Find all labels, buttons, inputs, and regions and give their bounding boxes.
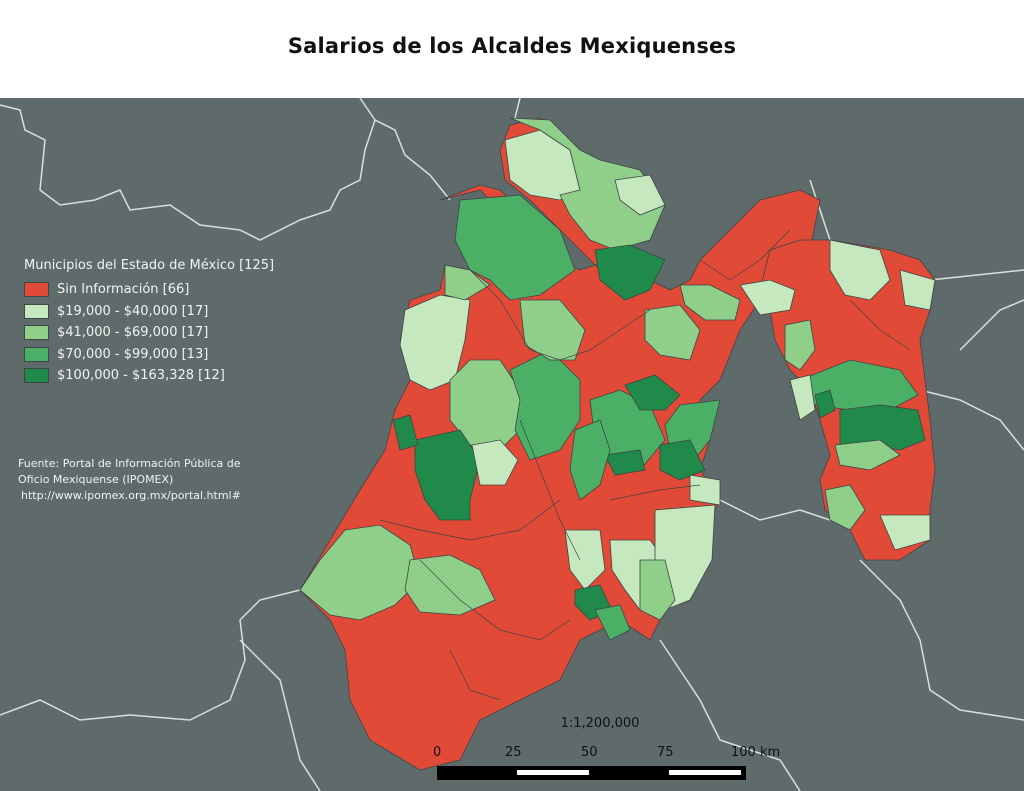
region-southeast-light xyxy=(689,474,721,506)
state-border-north-west xyxy=(0,104,451,241)
division-line-a xyxy=(469,269,651,361)
region-southwest-dark xyxy=(414,429,481,521)
legend-item-100k-163k: $100,000 - $163,328 [12] xyxy=(24,365,274,387)
division-line-b xyxy=(519,419,581,561)
division-line-e xyxy=(609,484,701,501)
scale-ratio: 1:1,200,000 xyxy=(560,716,640,731)
source-line-1: Fuente: Portal de Información Pública de xyxy=(18,457,241,470)
scale-bar-segment xyxy=(517,770,589,775)
region-center-east-dark xyxy=(624,374,681,411)
legend-item-no-info: Sin Información [66] xyxy=(24,279,274,301)
region-west-medium xyxy=(444,264,491,301)
legend: Municipios del Estado de México [125] Si… xyxy=(24,258,274,387)
source-note: Fuente: Portal de Información Pública de… xyxy=(18,456,241,504)
map-canvas xyxy=(0,98,1024,791)
map-frame: Municipios del Estado de México [125] Si… xyxy=(0,98,1024,791)
legend-swatch xyxy=(24,282,49,298)
region-northeast-light xyxy=(614,174,666,216)
state-border-right-edge xyxy=(959,299,1024,351)
division-line-d xyxy=(379,499,561,541)
state-border-south xyxy=(239,639,801,791)
region-east-lobe-light-e xyxy=(879,514,931,551)
source-line-2: Oficio Mexiquense (IPOMEX) xyxy=(18,473,174,486)
scale-label-25: 25 xyxy=(505,745,522,760)
legend-swatch xyxy=(24,368,49,384)
legend-label: $19,000 - $40,000 [17] xyxy=(57,303,209,319)
division-line-c xyxy=(419,559,571,641)
region-east-dark xyxy=(659,439,706,481)
region-south-center-green xyxy=(594,604,631,641)
legend-label: $70,000 - $99,000 [13] xyxy=(57,346,209,362)
region-southwest-medium-b xyxy=(404,554,496,616)
municipal-divisions xyxy=(379,229,911,701)
region-south-dark-a xyxy=(604,449,646,476)
scale-label-50: 50 xyxy=(581,745,598,760)
legend-label: $41,000 - $69,000 [17] xyxy=(57,325,209,341)
scale-label-0: 0 xyxy=(433,745,442,760)
map-title: Salarios de los Alcaldes Mexiquenses xyxy=(287,34,737,58)
region-west-dark-small xyxy=(392,414,419,451)
region-center-east-medium xyxy=(644,304,701,361)
region-east-lobe-medium-a xyxy=(784,319,816,371)
state-border-north xyxy=(359,98,521,121)
scale-label-100km: 100 km xyxy=(731,745,781,760)
region-north-green xyxy=(454,194,576,301)
region-center-light xyxy=(519,299,586,361)
legend-item-70k-99k: $70,000 - $99,000 [13] xyxy=(24,344,274,366)
legend-label: $100,000 - $163,328 [12] xyxy=(57,368,225,384)
scale-label-75: 75 xyxy=(657,745,674,760)
region-center-light-b xyxy=(471,439,519,486)
region-east-lobe-light-d xyxy=(789,374,816,421)
state-border-east xyxy=(809,179,1024,451)
region-east-lobe-light-c xyxy=(739,279,796,316)
state-borders xyxy=(0,98,1024,791)
state-border-southwest xyxy=(0,589,301,721)
division-line-h xyxy=(449,649,501,701)
legend-label: Sin Información [66] xyxy=(57,282,190,298)
legend-swatch xyxy=(24,346,49,362)
region-north-dark xyxy=(594,244,666,301)
division-line-g xyxy=(849,299,911,351)
region-east-lobe-medium-b xyxy=(834,439,901,471)
scale-bar-segment xyxy=(669,770,741,775)
source-url: http://www.ipomex.org.mx/portal.html# xyxy=(21,489,241,502)
region-south-light-a xyxy=(564,529,606,591)
region-east-lobe-dark-small xyxy=(814,389,836,419)
region-south-medium xyxy=(639,559,676,621)
municipalities xyxy=(299,117,936,771)
state-border-southeast xyxy=(719,499,1024,721)
legend-title: Municipios del Estado de México [125] xyxy=(24,258,275,273)
region-center-green-b xyxy=(569,419,611,501)
legend-swatch xyxy=(24,325,49,341)
division-line-f xyxy=(699,229,791,281)
legend-item-19k-40k: $19,000 - $40,000 [17] xyxy=(24,301,274,323)
region-east-lobe-light-b xyxy=(899,269,936,311)
scale-bar xyxy=(437,766,746,780)
region-east-lobe-light-a xyxy=(829,239,891,301)
region-northeast-medium xyxy=(679,284,741,321)
legend-swatch xyxy=(24,303,49,319)
legend-item-41k-69k: $41,000 - $69,000 [17] xyxy=(24,322,274,344)
region-east-lobe-medium-c xyxy=(824,484,866,531)
